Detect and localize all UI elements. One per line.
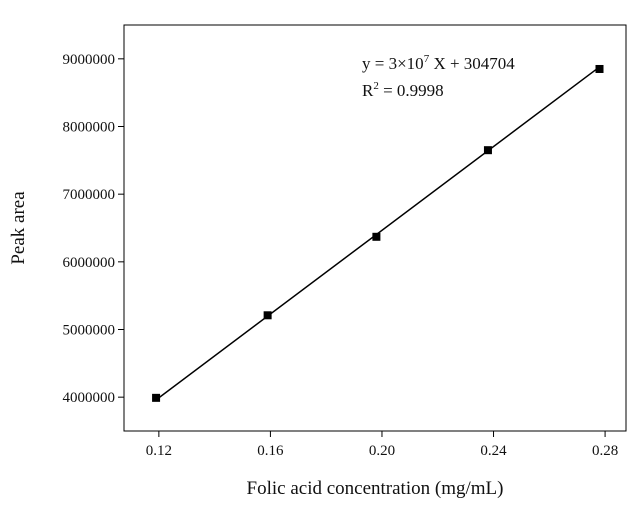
x-tick-label: 0.20 (369, 443, 395, 459)
y-tick-label: 6000000 (63, 255, 116, 271)
equation-suffix: X + 304704 (429, 54, 515, 73)
equation-exponent: 7 (424, 53, 430, 65)
r-squared-label: R2 = 0.9998 (362, 80, 444, 100)
y-tick-label: 4000000 (63, 390, 116, 406)
plot-frame (123, 24, 627, 432)
r2-prefix: R (362, 81, 374, 100)
regression-equation: y = 3×107 X + 304704 (362, 53, 515, 73)
y-tick-label: 7000000 (63, 187, 116, 203)
r2-exponent: 2 (373, 80, 379, 92)
x-tick-label: 0.28 (592, 443, 618, 459)
data-point (152, 393, 161, 402)
x-axis-label: Folic acid concentration (mg/mL) (247, 478, 504, 499)
data-point (263, 311, 272, 320)
data-point (372, 232, 381, 241)
data-point (595, 64, 604, 73)
x-tick-label: 0.24 (480, 443, 507, 459)
y-tick-label: 9000000 (63, 52, 116, 68)
r2-suffix: = 0.9998 (379, 81, 444, 100)
y-axis-label: Peak area (8, 191, 29, 265)
equation-prefix: y = 3×10 (362, 54, 424, 73)
data-point (483, 146, 492, 155)
x-tick-label: 0.12 (146, 443, 172, 459)
y-tick-label: 5000000 (63, 323, 116, 339)
data-points (152, 64, 604, 402)
x-axis-ticks: 0.12 0.16 0.20 0.24 0.28 (146, 431, 618, 459)
x-tick-label: 0.16 (257, 443, 284, 459)
y-tick-label: 8000000 (63, 120, 116, 136)
y-axis-ticks: 4000000 5000000 6000000 7000000 8000000 90000… (63, 52, 124, 406)
